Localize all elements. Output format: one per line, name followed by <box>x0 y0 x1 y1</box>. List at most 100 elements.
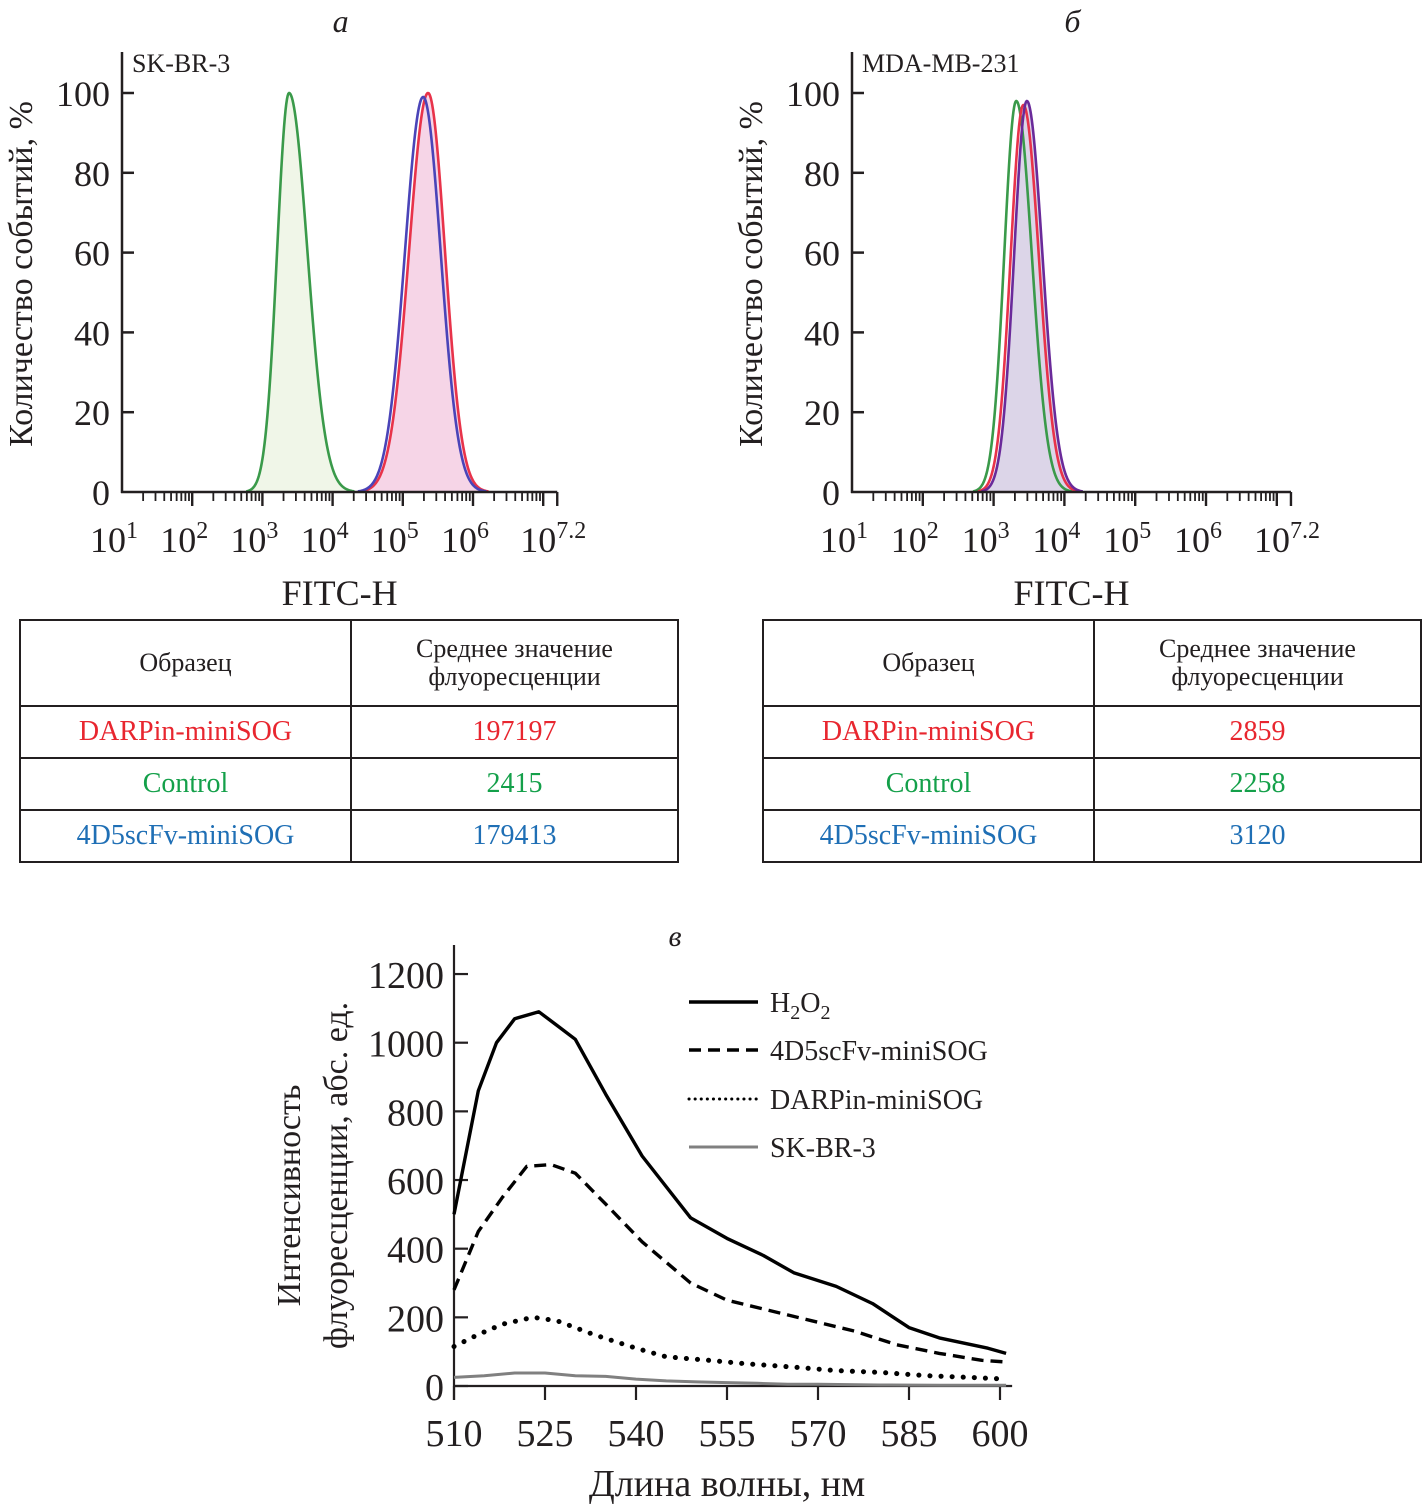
histogram-line-4d5scfv-minisog <box>980 99 1084 493</box>
spectrum-line-4d5scfv-minisog <box>452 1162 1007 1364</box>
y-tick-label: 40 <box>804 313 840 353</box>
mean-fluorescence-table-b: Образец Среднее значение флуоресценции DA… <box>762 619 1422 863</box>
y-tick-label: 80 <box>74 154 110 194</box>
cell-value: 179413 <box>350 809 679 863</box>
tick-base: 10 <box>1254 520 1290 560</box>
x-tick-label: 107.2 <box>1254 518 1320 560</box>
x-axis-label: FITC-H <box>1013 573 1129 613</box>
cell-value: 2859 <box>1093 705 1422 759</box>
tick-base: 10 <box>1174 520 1210 560</box>
legend-label: 4D5scFv-miniSOG <box>770 1036 988 1067</box>
x-tick-label: 585 <box>881 1413 938 1455</box>
cell-value: 2415 <box>350 757 679 811</box>
tick-base: 10 <box>90 520 126 560</box>
spectrum-line-darpin-minisog <box>451 1314 1009 1382</box>
header-line-2: флуоресценции <box>428 662 601 691</box>
spectra-panel-c: в Интенсивность флуоресценции, абс. ед. 0 20… <box>271 920 1029 1505</box>
y-tick-label: 20 <box>74 393 110 433</box>
header-sample: Образец <box>762 619 1095 707</box>
x-tick-label: 525 <box>517 1413 574 1455</box>
cell-value: 3120 <box>1093 809 1422 863</box>
tick-exponent: 5 <box>1139 518 1151 544</box>
tick-exponent: 3 <box>998 518 1010 544</box>
header-line-1: Среднее значение <box>1159 634 1356 663</box>
header-mean-fluorescence: Среднее значение флуоресценции <box>350 619 679 707</box>
x-tick-label: 103 <box>230 518 278 560</box>
header-line-1: Среднее значение <box>416 634 613 663</box>
histogram-line-control <box>245 91 355 493</box>
tick-base: 10 <box>230 520 266 560</box>
y-tick-label: 1000 <box>368 1024 444 1066</box>
legend-label: H2O2 <box>770 988 830 1024</box>
tick-base: 10 <box>1032 520 1068 560</box>
x-tick-label: 510 <box>426 1413 483 1455</box>
mean-fluorescence-table-a: Образец Среднее значение флуоресценции DA… <box>19 619 679 863</box>
x-tick-label: 102 <box>160 518 208 560</box>
x-tick-label: 570 <box>790 1413 847 1455</box>
tick-exponent: 7.2 <box>556 518 586 544</box>
y-tick-label: 0 <box>822 473 840 513</box>
panel-label: а <box>333 3 349 39</box>
table-header-row: Образец Среднее значение флуоресценции <box>19 619 679 707</box>
x-tick-label: 105 <box>371 518 419 560</box>
tick-base: 10 <box>160 520 196 560</box>
x-tick-label: 555 <box>699 1413 756 1455</box>
histogram-panel-b: б MDA-MB-231 Количество событий, % 0 20 40 60 8… <box>733 3 1320 613</box>
x-tick-label: 101 <box>820 518 868 560</box>
table-row: 4D5scFv-miniSOG 3120 <box>762 809 1422 863</box>
y-axis-label: Количество событий, % <box>3 101 40 447</box>
cell-line-label: SK-BR-3 <box>132 49 230 78</box>
legend-label: DARPin-miniSOG <box>770 1085 983 1116</box>
table-row: 4D5scFv-miniSOG 179413 <box>19 809 679 863</box>
cell-line-label: MDA-MB-231 <box>862 49 1019 78</box>
tick-exponent: 5 <box>407 518 419 544</box>
histogram-line-darpin-minisog <box>977 103 1080 493</box>
histogram-line-4d5scfv-minisog <box>357 95 487 493</box>
cell-sample: 4D5scFv-miniSOG <box>19 809 352 863</box>
tick-exponent: 3 <box>266 518 278 544</box>
tick-base: 10 <box>820 520 856 560</box>
legend-label-part: 2 <box>790 1002 800 1024</box>
x-tick-label: 106 <box>441 518 489 560</box>
tick-base: 10 <box>962 520 998 560</box>
spectrum-line-sk-br-3 <box>453 1371 1007 1387</box>
table-row: DARPin-miniSOG 197197 <box>19 705 679 759</box>
tick-exponent: 1 <box>126 518 138 544</box>
cell-sample: Control <box>19 757 352 811</box>
y-tick-label: 600 <box>387 1161 444 1203</box>
y-axis-label-line-2: флуоресценции, абс. ед. <box>318 1002 355 1349</box>
legend-label-part: H <box>770 988 790 1019</box>
tick-base: 10 <box>371 520 407 560</box>
y-tick-label: 800 <box>387 1092 444 1134</box>
tick-exponent: 4 <box>337 518 349 544</box>
y-tick-label: 400 <box>387 1230 444 1272</box>
panel-label: в <box>668 920 681 953</box>
tick-exponent: 6 <box>477 518 489 544</box>
tick-exponent: 6 <box>1210 518 1222 544</box>
tick-base: 10 <box>301 520 337 560</box>
y-tick-label: 80 <box>804 154 840 194</box>
tick-base: 10 <box>441 520 477 560</box>
y-tick-label: 0 <box>425 1367 444 1409</box>
y-axis-label-line-1: Интенсивность <box>271 1085 308 1307</box>
x-axis-label: FITC-H <box>282 573 398 613</box>
tick-exponent: 1 <box>856 518 868 544</box>
y-tick-label: 100 <box>56 74 110 114</box>
x-tick-label: 105 <box>1103 518 1151 560</box>
x-tick-label: 104 <box>301 518 349 560</box>
header-sample: Образец <box>19 619 352 707</box>
y-tick-label: 0 <box>92 473 110 513</box>
histogram-fill-darpin-minisog <box>359 93 489 492</box>
spectrum-line-h2o2 <box>452 1010 1007 1356</box>
cell-value: 197197 <box>350 705 679 759</box>
legend-label-part: 2 <box>820 1002 830 1024</box>
x-tick-label: 106 <box>1174 518 1222 560</box>
y-tick-label: 40 <box>74 313 110 353</box>
table-row: DARPin-miniSOG 2859 <box>762 705 1422 759</box>
x-tick-label: 102 <box>891 518 939 560</box>
y-tick-label: 200 <box>387 1298 444 1340</box>
x-tick-label: 540 <box>608 1413 665 1455</box>
x-tick-label: 600 <box>972 1413 1029 1455</box>
histogram-fill-control <box>246 93 355 492</box>
